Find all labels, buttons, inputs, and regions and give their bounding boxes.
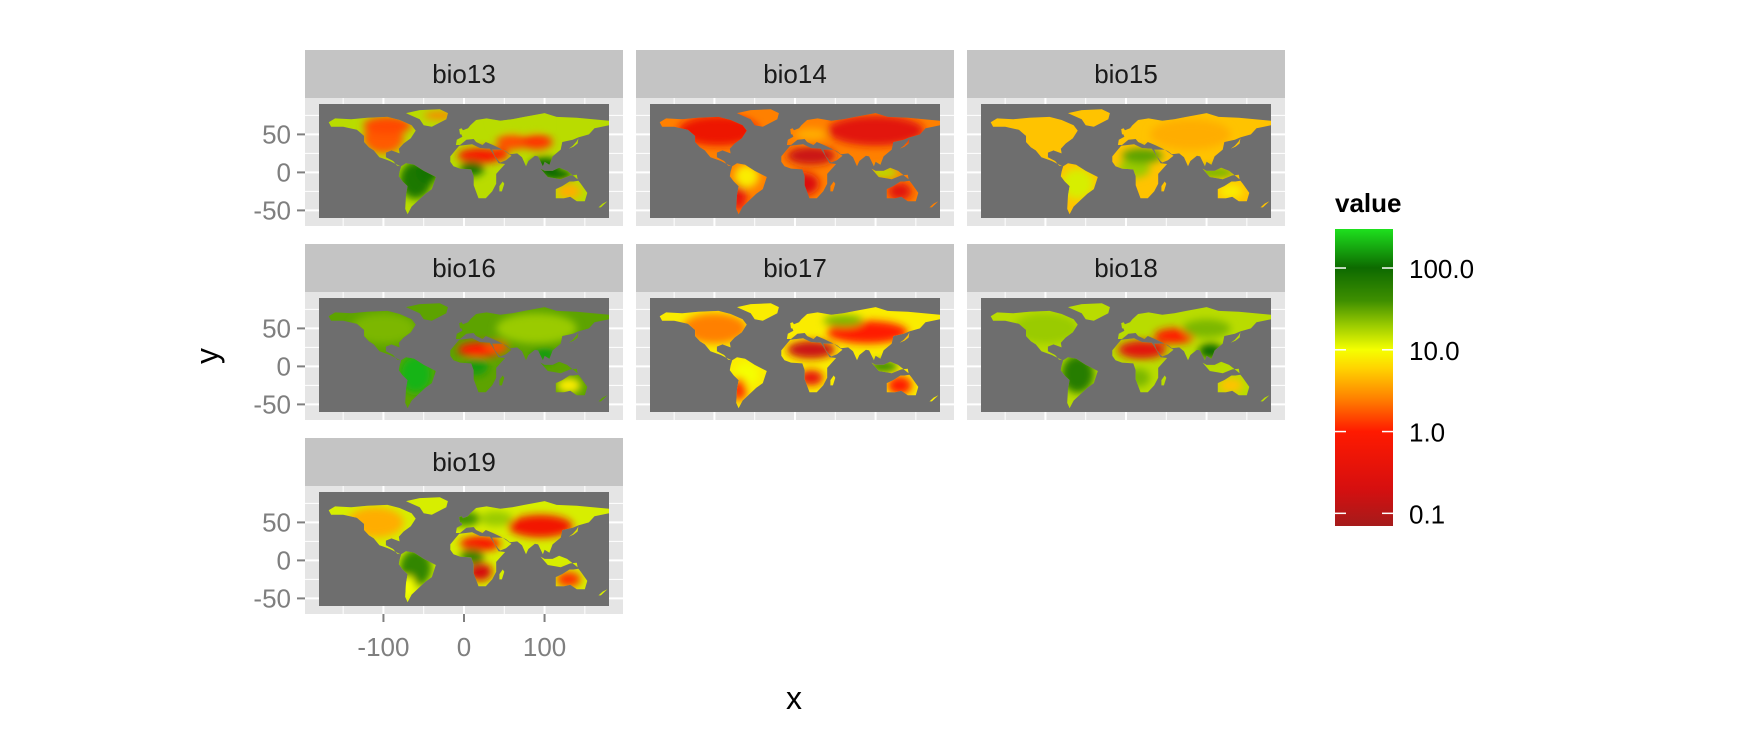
strip-label: bio18 (1094, 253, 1158, 283)
plot-area (636, 292, 954, 424)
strip-label: bio17 (763, 253, 827, 283)
strip-background (967, 50, 1285, 98)
plot-area (305, 292, 623, 424)
plot-area (967, 292, 1285, 424)
raster-cell-region (823, 314, 864, 327)
y-tick-label: 50 (262, 507, 291, 537)
legend-label: 10.0 (1409, 336, 1460, 366)
raster-cell-region (1182, 319, 1231, 338)
x-tick-label: 0 (457, 632, 471, 662)
facet-panel-bio15: bio15 (967, 50, 1285, 230)
raster-cell-region (1154, 328, 1195, 344)
y-tick-label: 0 (277, 351, 291, 381)
x-axis-title: x (786, 680, 802, 716)
raster-cell-region (480, 511, 513, 527)
y-axis-title: y (189, 348, 225, 364)
raster-cell-region (556, 571, 581, 587)
raster-cell-region (1061, 168, 1094, 199)
x-tick-label: 100 (523, 632, 566, 662)
raster-cell-region (887, 182, 912, 201)
legend-title: value (1335, 188, 1402, 218)
facet-grid: bio13 50 0 -50 bio14 bio15 bio16 50 0 -50 bio17 bio… (253, 50, 1285, 662)
facet-panel-bio19: bio19 50 0 -50 -100 0 100 (253, 438, 623, 662)
facet-panel-bio17: bio17 (636, 244, 954, 424)
y-tick-label: 50 (262, 313, 291, 343)
raster-cell-region (520, 134, 553, 150)
plot-area (636, 98, 954, 230)
strip-label: bio13 (432, 59, 496, 89)
raster-cell-region (556, 183, 581, 199)
facet-panel-bio16: bio16 50 0 -50 (253, 244, 623, 424)
strip-label: bio14 (763, 59, 827, 89)
plot-area (305, 98, 623, 230)
y-tick-label: 0 (277, 545, 291, 575)
raster-cell-region (1150, 119, 1231, 150)
strip-label: bio15 (1094, 59, 1158, 89)
y-tick-label: -50 (253, 195, 291, 225)
strip-background (305, 50, 623, 98)
strip-background (636, 244, 954, 292)
strip-label: bio16 (432, 253, 496, 283)
raster-cell-region (795, 128, 828, 141)
legend-label: 1.0 (1409, 418, 1445, 448)
facet-panel-bio13: bio13 50 0 -50 (253, 50, 623, 230)
legend-colorbar (1335, 229, 1393, 526)
raster-cell-region (484, 341, 509, 354)
raster-cell-region (492, 148, 509, 161)
raster-cell-region (682, 313, 747, 344)
raster-cell-region (1013, 313, 1078, 344)
y-tick-label: 0 (277, 157, 291, 187)
strip-background (305, 438, 623, 486)
raster-cell-region (1121, 148, 1163, 164)
y-tick-label: -50 (253, 583, 291, 613)
raster-cell-region (887, 376, 912, 395)
legend-label: 100.0 (1409, 254, 1474, 284)
plot-area (967, 98, 1285, 230)
facet-panel-bio18: bio18 (967, 244, 1285, 424)
facet-panel-bio14: bio14 (636, 50, 954, 230)
raster-cell-region (1218, 183, 1243, 199)
strip-background (305, 244, 623, 292)
raster-cell-region (351, 313, 416, 344)
x-tick-label: -100 (357, 632, 409, 662)
raster-cell-region (459, 536, 501, 552)
strip-background (967, 244, 1285, 292)
legend-label: 0.1 (1409, 499, 1445, 529)
y-tick-label: 50 (262, 119, 291, 149)
raster-cell-region (734, 164, 759, 188)
raster-cell-region (363, 116, 412, 135)
raster-cell-region (827, 115, 924, 146)
plot-area (305, 486, 623, 618)
raster-cell-region (457, 148, 503, 164)
raster-cell-region (508, 514, 573, 538)
raster-cell-region (1218, 377, 1243, 393)
raster-cell-region (496, 134, 529, 150)
raster-cell-region (556, 377, 581, 393)
y-tick-label: -50 (253, 389, 291, 419)
strip-background (636, 50, 954, 98)
legend: value 100.0 10.0 1.0 0.1 (1335, 188, 1474, 529)
raster-cell-region (496, 313, 577, 344)
strip-label: bio19 (432, 447, 496, 477)
